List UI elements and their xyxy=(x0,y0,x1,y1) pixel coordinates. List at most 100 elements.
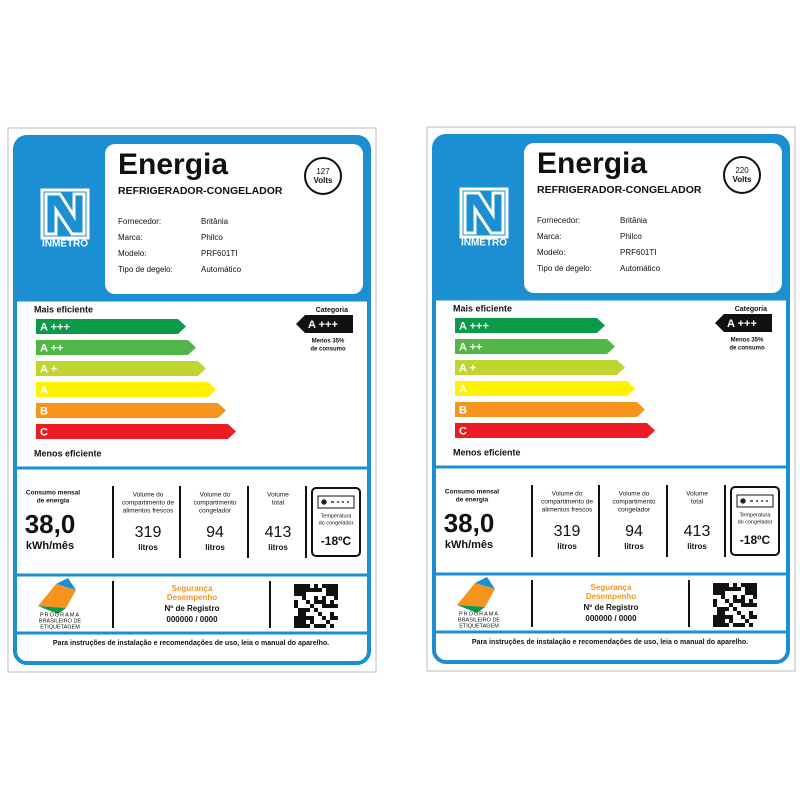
class-label: B xyxy=(459,404,467,416)
qr-cell xyxy=(314,608,318,612)
inmetro-logo xyxy=(459,187,509,239)
qr-cell xyxy=(306,608,310,612)
qr-cell xyxy=(306,600,310,604)
category-arrow xyxy=(296,315,353,333)
registry-label: Nº de Registro xyxy=(165,604,220,613)
class-bar xyxy=(36,403,226,418)
qr-cell xyxy=(334,604,338,608)
logo-text: INMETRO xyxy=(461,238,507,249)
qr-cell xyxy=(717,587,721,591)
seal-text: Desempenho xyxy=(586,592,636,601)
qr-cell xyxy=(741,603,745,607)
class-label: A + xyxy=(459,362,476,374)
qr-cell xyxy=(298,612,302,616)
field-label: Modelo: xyxy=(537,248,565,257)
registry-label: Nº de Registro xyxy=(584,603,639,612)
qr-cell xyxy=(330,584,334,588)
category-class: A +++ xyxy=(308,319,338,331)
qr-cell xyxy=(737,623,741,627)
qr-cell xyxy=(745,619,749,623)
volume-unit: litros xyxy=(624,542,644,551)
category-label: Categoria xyxy=(735,306,767,313)
qr-cell xyxy=(753,583,757,587)
qr-cell xyxy=(753,603,757,607)
class-label: A xyxy=(40,384,48,396)
qr-cell xyxy=(302,612,306,616)
qr-cell xyxy=(749,583,753,587)
metric-label: compartimento xyxy=(613,499,656,506)
qr-cell xyxy=(298,616,302,620)
qr-cell xyxy=(725,623,729,627)
volume-value: 413 xyxy=(684,523,711,540)
qr-cell xyxy=(306,624,310,628)
class-label: A ++ xyxy=(459,341,482,353)
metric-label: de energia xyxy=(37,498,70,505)
field-label: Tipo de degelo: xyxy=(118,265,173,274)
class-label: C xyxy=(459,425,467,437)
qr-cell xyxy=(314,624,318,628)
footer-note: Para instruções de instalação e recomend… xyxy=(53,640,329,647)
volume-unit: litros xyxy=(205,543,225,552)
qr-cell xyxy=(302,592,306,596)
product-type: REFRIGERADOR-CONGELADOR xyxy=(118,185,283,197)
qr-cell xyxy=(753,595,757,599)
freezer-label: Temperatura xyxy=(321,513,353,519)
qr-cell xyxy=(322,624,326,628)
metric-label: congelador xyxy=(199,508,232,515)
qr-cell xyxy=(302,596,306,600)
qr-cell xyxy=(294,604,298,608)
field-value: Philco xyxy=(201,233,223,242)
field-label: Marca: xyxy=(118,233,142,242)
qr-cell xyxy=(298,584,302,588)
product-type: REFRIGERADOR-CONGELADOR xyxy=(537,184,702,196)
voltage: 220 xyxy=(735,166,749,175)
qr-code xyxy=(713,583,757,627)
qr-cell xyxy=(298,592,302,596)
qr-cell xyxy=(298,608,302,612)
qr-cell xyxy=(725,599,729,603)
energy-unit: kWh/mês xyxy=(445,539,493,551)
freezer-label: Temperatura xyxy=(740,512,772,518)
metric-label: de energia xyxy=(456,497,489,504)
qr-cell xyxy=(725,583,729,587)
qr-cell xyxy=(725,607,729,611)
qr-cell xyxy=(713,619,717,623)
qr-cell xyxy=(749,603,753,607)
energy-label: INMETRO Energia REFRIGERADOR-CONGELADOR 127… xyxy=(7,127,377,673)
qr-cell xyxy=(322,600,326,604)
qr-cell xyxy=(302,608,306,612)
qr-cell xyxy=(729,587,733,591)
qr-cell xyxy=(330,600,334,604)
energy-value: 38,0 xyxy=(444,508,495,538)
qr-cell xyxy=(721,607,725,611)
category-note: de consumo xyxy=(729,346,765,352)
inmetro-logo xyxy=(40,188,90,240)
program-logo xyxy=(457,605,485,613)
qr-cell xyxy=(330,604,334,608)
qr-cell xyxy=(294,592,298,596)
field-value: Philco xyxy=(620,232,642,241)
class-bar xyxy=(455,381,635,396)
field-label: Fornecedor: xyxy=(118,217,161,226)
qr-cell xyxy=(326,584,330,588)
metric-label: compartimento de xyxy=(541,499,593,506)
class-bar xyxy=(36,361,206,376)
qr-cell xyxy=(713,599,717,603)
program-logo xyxy=(38,606,66,614)
qr-cell xyxy=(745,583,749,587)
qr-cell xyxy=(749,587,753,591)
program-text: ETIQUETAGEM xyxy=(459,623,499,629)
energy-value: 38,0 xyxy=(25,509,76,539)
footer-note: Para instruções de instalação e recomend… xyxy=(472,639,748,646)
qr-cell xyxy=(721,619,725,623)
volume-unit: litros xyxy=(687,542,707,551)
header-panel xyxy=(105,144,363,294)
qr-cell xyxy=(326,592,330,596)
qr-cell xyxy=(306,616,310,620)
qr-cell xyxy=(733,607,737,611)
freezer-icon xyxy=(317,495,355,509)
qr-cell xyxy=(733,583,737,587)
qr-cell xyxy=(733,595,737,599)
field-value: Automático xyxy=(620,264,661,273)
